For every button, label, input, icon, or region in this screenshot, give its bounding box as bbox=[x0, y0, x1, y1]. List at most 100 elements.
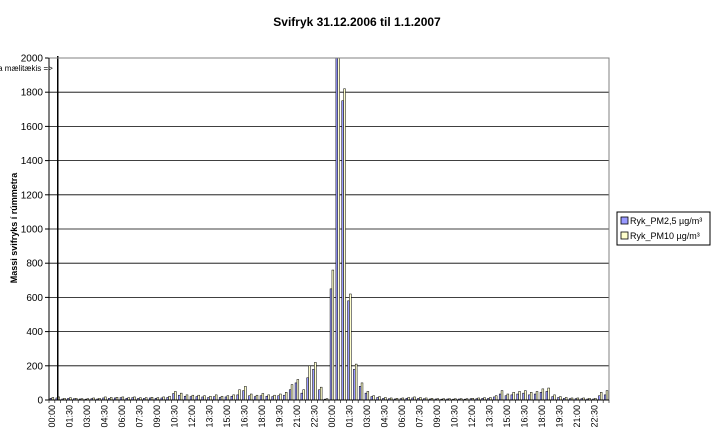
y-tick-label: 200 bbox=[26, 361, 43, 372]
bar-pm25 bbox=[516, 393, 519, 401]
bar-pm10 bbox=[559, 396, 562, 401]
legend-label-pm25: Ryk_PM2,5 µg/m³ bbox=[630, 216, 702, 226]
bar-pm25 bbox=[318, 389, 321, 401]
bar-pm10 bbox=[512, 392, 515, 401]
bar-pm25 bbox=[347, 300, 350, 401]
x-tick-label: 07:30 bbox=[134, 405, 144, 428]
x-tick-label: 15:00 bbox=[222, 405, 232, 428]
x-tick-label: 03:00 bbox=[362, 405, 372, 428]
y-tick-label: 1800 bbox=[21, 88, 44, 99]
bar-pm10 bbox=[308, 365, 311, 401]
legend: Ryk_PM2,5 µg/m³ Ryk_PM10 µg/m³ bbox=[616, 211, 711, 246]
chart-title: Svifryk 31.12.2006 til 1.1.2007 bbox=[273, 15, 441, 29]
bar-pm10 bbox=[279, 393, 282, 401]
bar-pm10 bbox=[495, 395, 498, 401]
bar-pm10 bbox=[250, 393, 253, 401]
bar-pm25 bbox=[213, 396, 216, 401]
bar-pm25 bbox=[195, 396, 199, 401]
bar-pm25 bbox=[271, 396, 274, 401]
bar-pm10 bbox=[605, 390, 609, 401]
bar-pm10 bbox=[255, 394, 259, 401]
bar-pm25 bbox=[183, 395, 187, 401]
bar-pm10 bbox=[285, 392, 288, 401]
bar-pm10 bbox=[220, 395, 224, 401]
legend-box bbox=[616, 211, 711, 246]
x-tick-label: 03:00 bbox=[82, 405, 92, 428]
y-tick-label: 1400 bbox=[21, 156, 44, 167]
x-tick-label: 15:00 bbox=[502, 405, 512, 428]
x-tick-label: 07:30 bbox=[414, 405, 424, 428]
bar-pm25 bbox=[528, 394, 531, 401]
bar-pm10 bbox=[185, 394, 189, 401]
bar-pm10 bbox=[215, 394, 218, 401]
bar-pm25 bbox=[358, 386, 362, 401]
bar-pm25 bbox=[533, 393, 537, 401]
bar-pm25 bbox=[283, 394, 286, 401]
y-axis-ticks: 0 200 400 600 800 1000 1200 1400 1600 1800 2000 bbox=[21, 54, 49, 407]
bar-pm25 bbox=[189, 396, 193, 401]
bar-pm10 bbox=[314, 362, 317, 401]
bar-pm25 bbox=[510, 394, 514, 401]
bars bbox=[49, 56, 609, 401]
bar-pm10 bbox=[296, 379, 300, 401]
bar-pm10 bbox=[226, 395, 230, 401]
bar-pm25 bbox=[312, 368, 315, 401]
x-tick-label: 21:00 bbox=[572, 405, 582, 428]
bar-pm10 bbox=[553, 394, 556, 401]
bar-pm10 bbox=[378, 396, 381, 401]
bar-pm25 bbox=[300, 392, 304, 401]
bar-pm10 bbox=[261, 393, 265, 401]
bar-pm25 bbox=[277, 395, 280, 401]
x-tick-label: 19:30 bbox=[274, 405, 284, 428]
bar-pm25 bbox=[364, 392, 368, 401]
bar-pm25 bbox=[504, 395, 508, 401]
bar-pm25 bbox=[370, 396, 374, 401]
legend-label-pm10: Ryk_PM10 µg/m³ bbox=[630, 231, 700, 241]
bar-pm10 bbox=[360, 382, 364, 401]
bar-pm25 bbox=[306, 377, 309, 401]
bar-pm25 bbox=[545, 391, 549, 401]
bar-pm25 bbox=[353, 368, 356, 401]
x-tick-label: 10:30 bbox=[449, 405, 459, 428]
bar-pm25 bbox=[248, 395, 251, 401]
bar-pm10 bbox=[174, 391, 177, 401]
y-tick-label: 1200 bbox=[21, 190, 44, 201]
y-tick-label: 1000 bbox=[21, 225, 44, 236]
y-axis-label: Massi svifryks í rúmmetra bbox=[9, 172, 19, 284]
y-tick-label: 1600 bbox=[21, 122, 44, 133]
bar-pm25 bbox=[341, 100, 344, 401]
y-tick-label: 800 bbox=[26, 259, 43, 270]
bar-pm25 bbox=[598, 395, 601, 401]
bar-pm10 bbox=[541, 388, 545, 401]
y-tick-label: 400 bbox=[26, 327, 43, 338]
bar-pm10 bbox=[349, 293, 352, 401]
bar-pm25 bbox=[288, 389, 292, 401]
bar-pm25 bbox=[236, 394, 239, 401]
bar-pm10 bbox=[600, 392, 603, 401]
bar-pm25 bbox=[172, 393, 175, 401]
bar-pm10 bbox=[320, 386, 323, 401]
bar-pm10 bbox=[372, 395, 375, 401]
x-tick-label: 16:30 bbox=[519, 405, 529, 428]
bar-pm25 bbox=[178, 394, 181, 401]
x-tick-label: 18:00 bbox=[537, 405, 547, 428]
annotation-text: Rykmagn sprengdi skala mælitækis => bbox=[0, 64, 53, 73]
y-tick-label: 0 bbox=[37, 396, 43, 407]
bar-pm10 bbox=[168, 395, 171, 401]
x-tick-label: 13:30 bbox=[204, 405, 214, 428]
x-tick-label: 22:30 bbox=[309, 405, 319, 428]
bar-pm10 bbox=[244, 386, 247, 401]
x-tick-label: 18:00 bbox=[257, 405, 267, 428]
x-tick-label: 00:00 bbox=[327, 405, 337, 428]
bar-pm10 bbox=[273, 394, 276, 401]
bar-pm25 bbox=[259, 395, 263, 401]
bar-pm10 bbox=[530, 392, 533, 401]
bar-pm10 bbox=[197, 394, 200, 401]
bar-pm10 bbox=[331, 269, 335, 401]
y-tick-label: 2000 bbox=[21, 54, 44, 65]
bar-pm10 bbox=[203, 395, 206, 401]
bar-pm10 bbox=[232, 394, 235, 401]
bar-pm10 bbox=[500, 390, 504, 401]
bar-pm10 bbox=[191, 394, 195, 401]
